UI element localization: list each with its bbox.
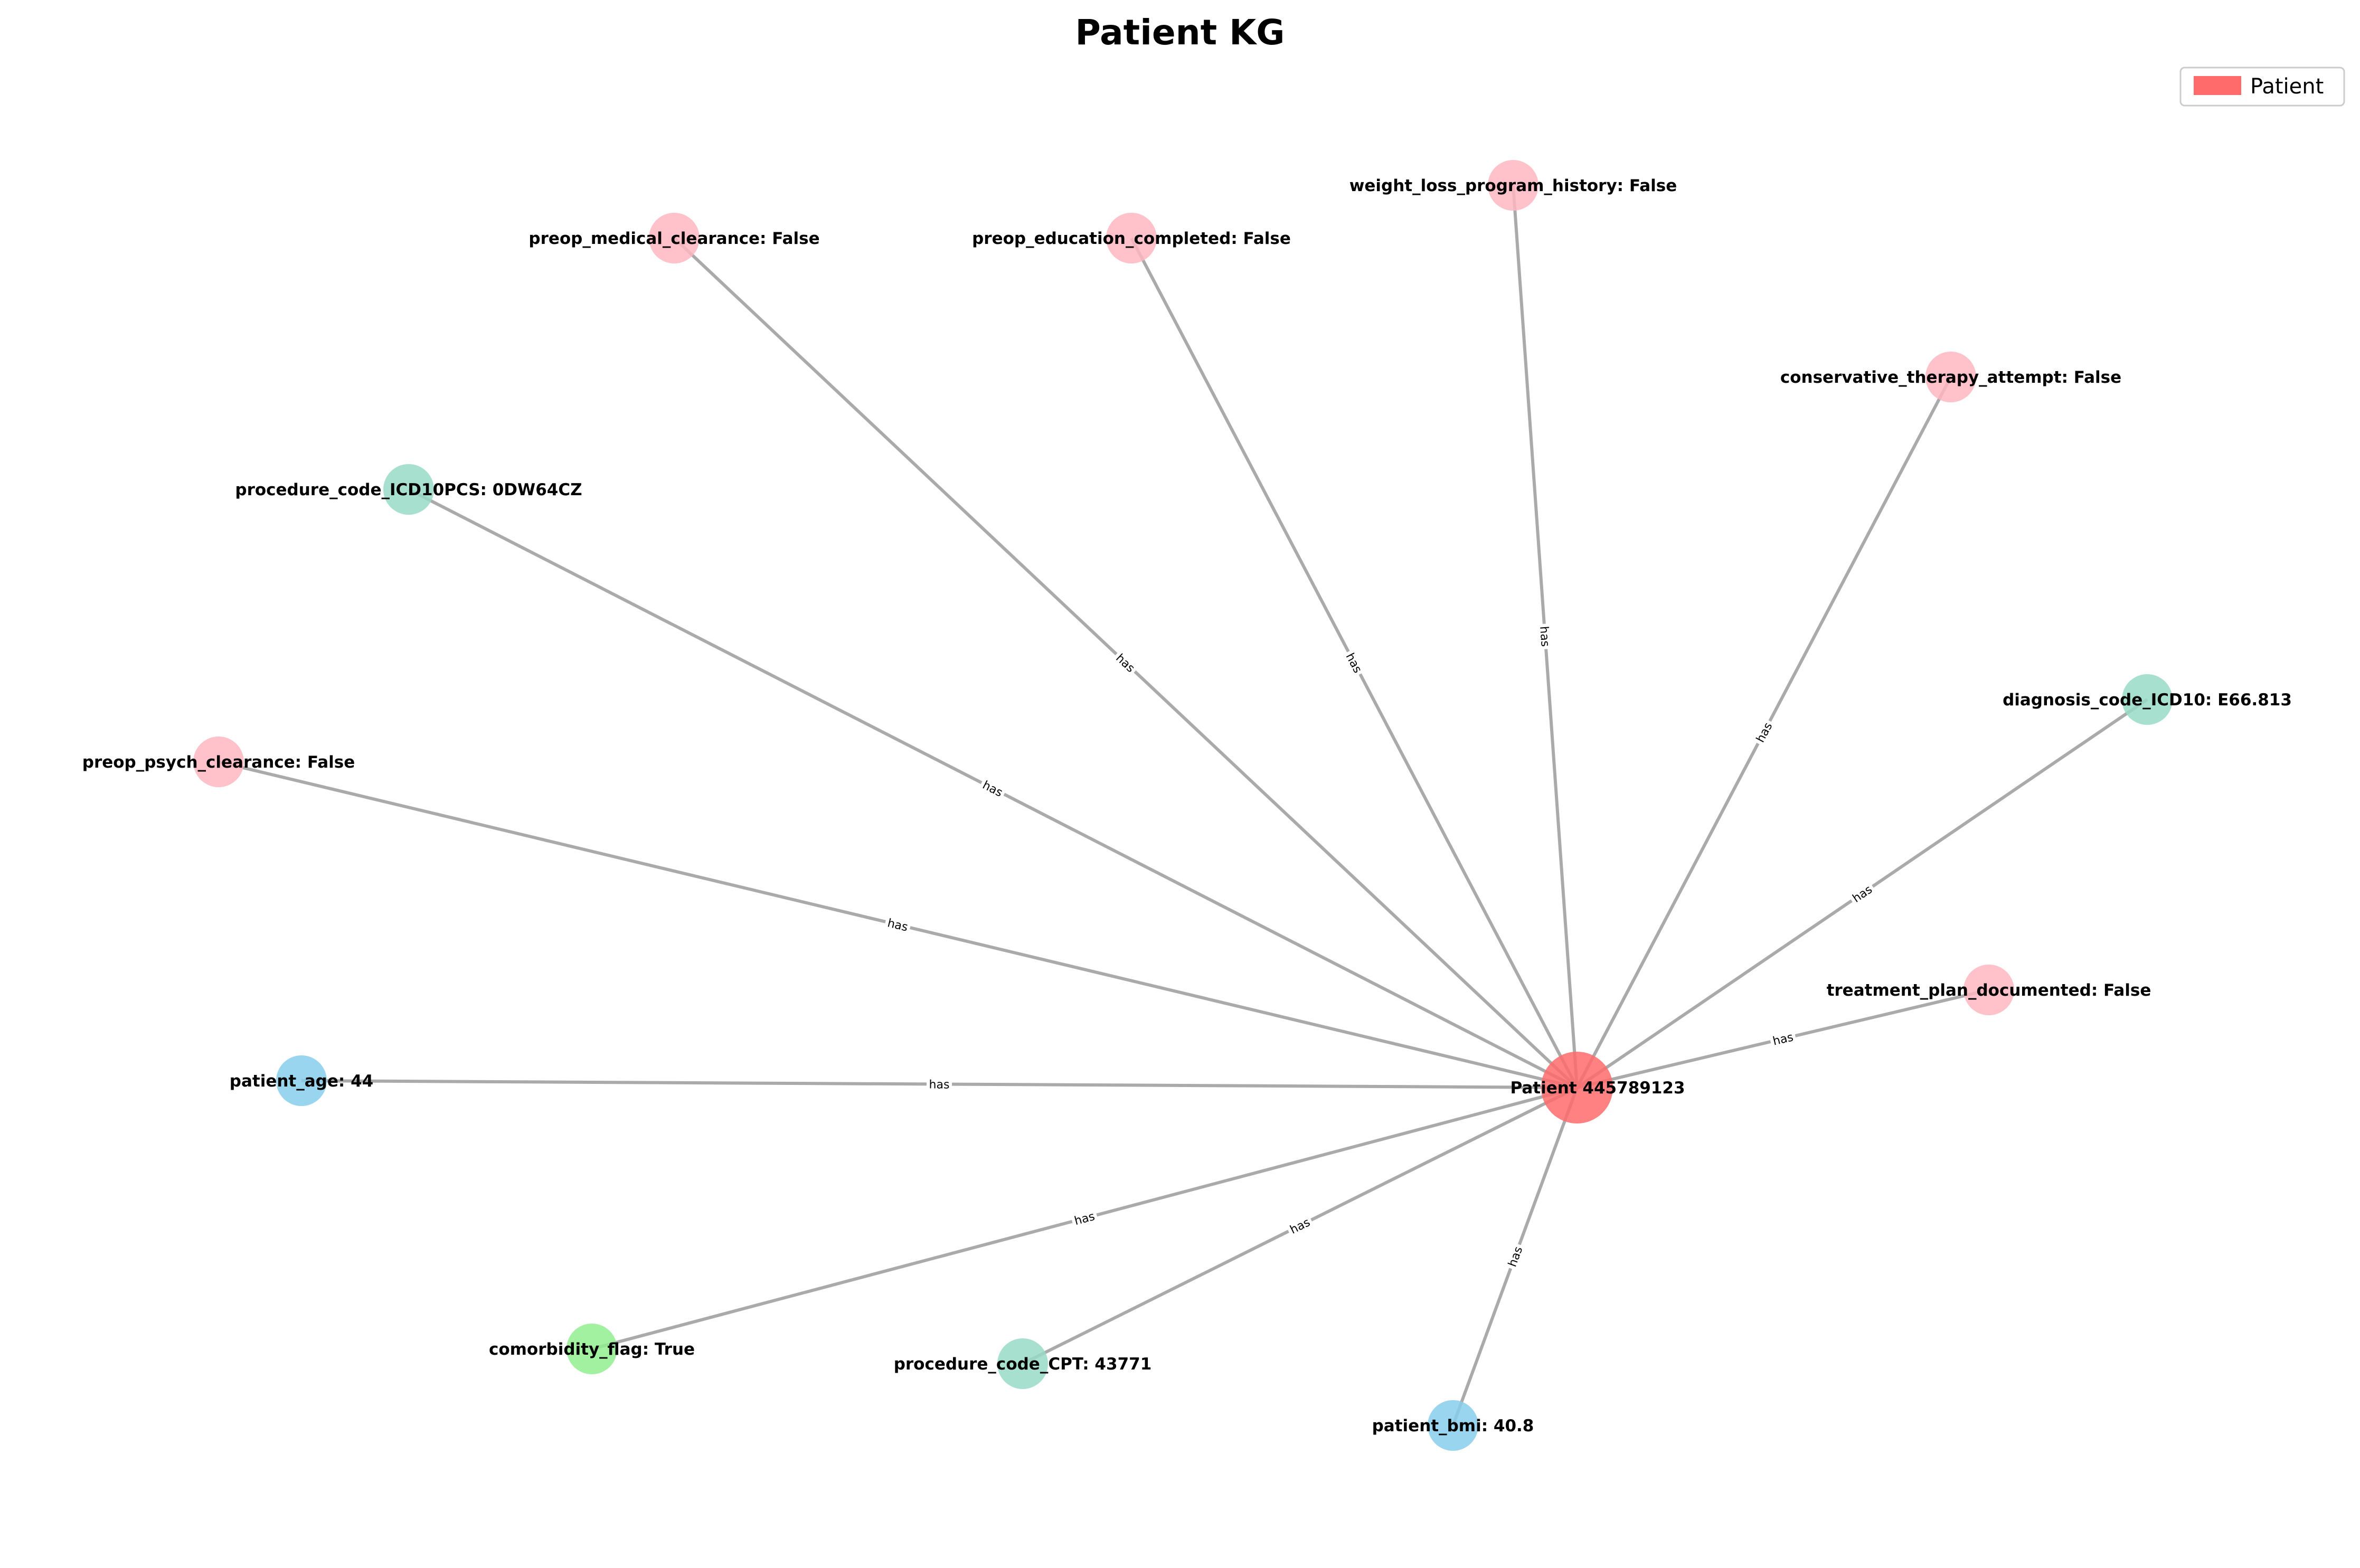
edge-label-patient-bmi: has — [1506, 1245, 1525, 1269]
node-label-procedure-code-cpt: procedure_code_CPT: 43771 — [894, 1355, 1152, 1374]
edge-label-group-weight-loss-program-history: has — [1536, 623, 1554, 650]
edge-label-group-treatment-plan-documented: has — [1769, 1028, 1797, 1049]
edge-label-group-patient-bmi: has — [1504, 1242, 1526, 1271]
node-procedure-code-icd10pcs — [383, 464, 434, 515]
node-preop-psych-clearance — [193, 736, 244, 787]
node-preop-medical-clearance — [649, 213, 700, 263]
edge-label-group-diagnosis-code-icd10: has — [1847, 880, 1877, 907]
node-label-preop-medical-clearance: preop_medical_clearance: False — [528, 229, 819, 248]
node-patient-center — [1541, 1052, 1613, 1123]
edge-label-background — [1070, 1207, 1099, 1229]
node-comorbidity-flag — [567, 1324, 617, 1374]
node-treatment-plan-documented — [1963, 965, 2014, 1015]
node-patient-bmi — [1428, 1400, 1478, 1451]
nodes-layer — [193, 160, 2173, 1451]
edge-label-patient-age: has — [929, 1078, 949, 1091]
node-preop-education-completed — [1106, 213, 1157, 263]
edge-label-background — [1504, 1242, 1526, 1271]
edge-label-weight-loss-program-history: has — [1537, 626, 1552, 647]
edge-label-group-patient-age: has — [926, 1076, 952, 1092]
edge-label-background — [1111, 648, 1140, 677]
edge-label-group-procedure-code-cpt: has — [1285, 1213, 1315, 1238]
node-conservative-therapy-attempt — [1925, 352, 1976, 402]
edge-label-background — [1536, 623, 1554, 650]
graph-title: Patient KG — [1075, 12, 1285, 53]
node-label-treatment-plan-documented: treatment_plan_documented: False — [1827, 981, 2151, 1000]
node-label-preop-psych-clearance: preop_psych_clearance: False — [82, 753, 355, 772]
legend: Patient — [2179, 67, 2345, 107]
edge-label-background — [926, 1076, 952, 1092]
node-label-comorbidity-flag: comorbidity_flag: True — [489, 1340, 695, 1359]
edge-label-group-procedure-code-icd10pcs: has — [978, 776, 1008, 801]
node-label-preop-education-completed: preop_education_completed: False — [972, 229, 1291, 248]
edge-label-background — [1847, 880, 1877, 907]
edge-label-group-preop-education-completed: has — [1342, 648, 1367, 678]
edge-label-background — [1342, 648, 1367, 678]
node-label-conservative-therapy-attempt: conservative_therapy_attempt: False — [1780, 368, 2121, 387]
legend-swatch — [2194, 76, 2241, 95]
edge-label-group-conservative-therapy-attempt: has — [1751, 717, 1777, 747]
legend-label: Patient — [2250, 74, 2324, 99]
node-label-patient-center: Patient 445789123 — [1510, 1079, 1685, 1098]
node-label-weight-loss-program-history: weight_loss_program_history: False — [1349, 176, 1677, 195]
node-diagnosis-code-icd10 — [2122, 674, 2173, 725]
node-patient-age — [276, 1055, 327, 1106]
node-procedure-code-cpt — [997, 1338, 1048, 1389]
edge-label-group-comorbidity-flag: has — [1070, 1207, 1099, 1229]
edge-label-background — [1769, 1028, 1797, 1049]
edge-label-background — [1751, 717, 1777, 747]
node-labels-layer: weight_loss_program_history: False preop_… — [82, 176, 2292, 1435]
edge-label-background — [978, 776, 1008, 801]
edge-label-background — [1285, 1213, 1315, 1238]
edge-label-background — [883, 914, 912, 935]
node-label-diagnosis-code-icd10: diagnosis_code_ICD10: E66.813 — [2003, 691, 2292, 710]
node-label-patient-bmi: patient_bmi: 40.8 — [1372, 1416, 1534, 1435]
edge-label-group-preop-psych-clearance: has — [883, 914, 912, 935]
node-label-patient-age: patient_age: 44 — [230, 1072, 373, 1091]
node-label-procedure-code-icd10pcs: procedure_code_ICD10PCS: 0DW64CZ — [235, 480, 582, 499]
node-weight-loss-program-history — [1488, 160, 1538, 211]
